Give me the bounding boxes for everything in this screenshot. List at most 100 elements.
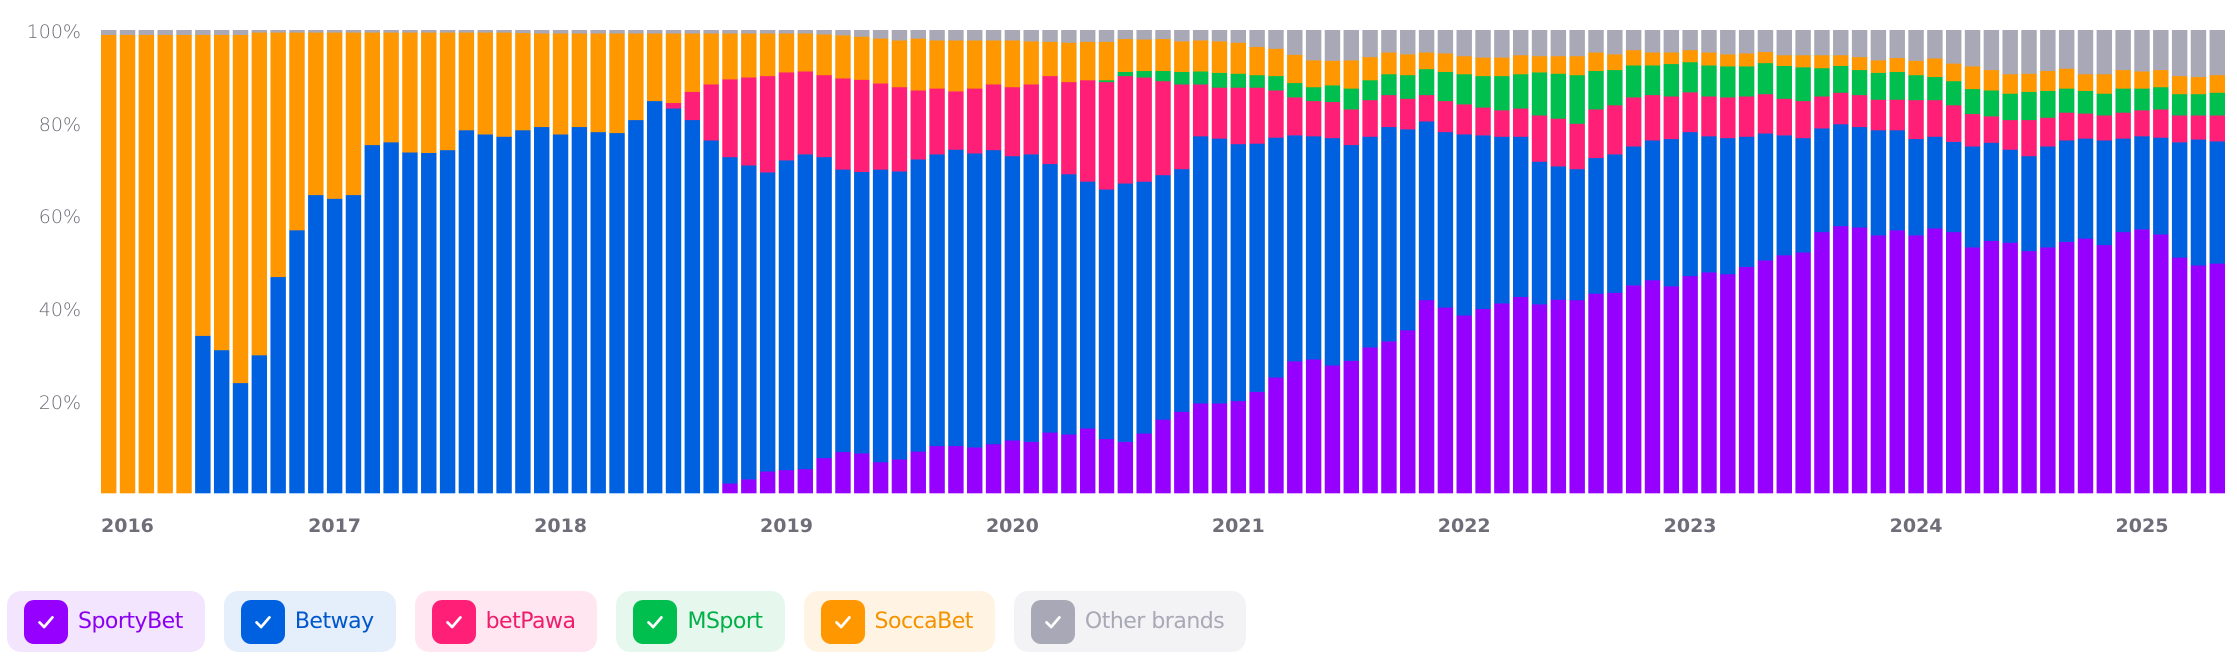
bar-segment-sportybet — [1663, 286, 1680, 494]
checkmark-icon — [647, 615, 664, 628]
bar-segment-betpawa — [1720, 97, 1736, 139]
bar-segment-betway — [552, 134, 569, 494]
bar-segment-soccabet — [1117, 38, 1134, 72]
bar-segment-other-brands — [157, 30, 173, 35]
bar-segment-msport — [1362, 80, 1378, 101]
bar-segment-soccabet — [1625, 49, 1642, 66]
bar-segment-other-brands — [1814, 30, 1830, 56]
bars — [101, 30, 2225, 494]
bar-segment-betway — [326, 198, 343, 494]
bar-segment-msport — [1701, 65, 1717, 97]
bar-segment-betpawa — [1644, 94, 1661, 141]
bar-segment-soccabet — [1192, 40, 1209, 72]
y-tick-label: 20% — [39, 392, 81, 414]
bar-segment-soccabet — [1851, 56, 1868, 71]
bar-segment-other-brands — [439, 30, 456, 33]
bar-segment-betpawa — [1757, 93, 1774, 134]
bar-segment-soccabet — [571, 33, 588, 128]
bar-segment-betway — [1023, 154, 1039, 442]
bar-segment-soccabet — [308, 32, 324, 196]
bar-segment-other-brands — [1117, 30, 1134, 40]
bar-segment-betway — [2096, 140, 2113, 246]
bar-segment-betway — [2153, 137, 2169, 235]
y-tick-label: 100% — [27, 21, 81, 43]
bar-segment-sportybet — [967, 447, 983, 494]
bar-segment-betpawa — [1042, 75, 1058, 165]
x-tick-label: 2024 — [1890, 515, 1943, 537]
bar-segment-other-brands — [910, 30, 926, 39]
legend-toggle-other-brands[interactable]: Other brands — [1013, 591, 1247, 652]
bar-segment-msport — [1475, 75, 1491, 108]
bar-segment-betpawa — [1004, 86, 1021, 157]
checkbox-checked-icon[interactable] — [24, 599, 68, 644]
checkbox-checked-icon[interactable] — [633, 599, 678, 644]
bar-segment-soccabet — [251, 32, 268, 356]
bar-segment-sportybet — [1701, 272, 1717, 494]
checkbox-checked-icon[interactable] — [820, 599, 865, 644]
bar-segment-sportybet — [1983, 240, 2000, 494]
bar-segment-sportybet — [1964, 247, 1981, 494]
bar-segment-other-brands — [1174, 30, 1190, 42]
bar-segment-other-brands — [326, 30, 343, 33]
checkbox-checked-icon[interactable] — [1030, 599, 1075, 644]
bar-segment-betpawa — [2096, 115, 2113, 141]
legend-toggle-sportybet[interactable]: SportyBet — [7, 591, 205, 652]
legend-label: SportyBet — [78, 609, 183, 634]
bar-segment-sportybet — [1456, 315, 1472, 494]
bar-segment-soccabet — [1889, 57, 1905, 72]
bar-segment-betpawa — [1738, 96, 1755, 137]
legend-toggle-soccabet[interactable]: SoccaBet — [803, 591, 995, 652]
bar-segment-sportybet — [1117, 441, 1134, 494]
bar-segment-betway — [967, 153, 983, 448]
bar-segment-soccabet — [1494, 57, 1510, 77]
bar-segment-betpawa — [1211, 87, 1228, 139]
bar-segment-sportybet — [1230, 400, 1247, 494]
bar-segment-betpawa — [910, 90, 926, 160]
bar-segment-betpawa — [2021, 119, 2037, 157]
bar-segment-soccabet — [1343, 60, 1359, 89]
bar-segment-other-brands — [515, 30, 531, 34]
bar-segment-betway — [948, 149, 964, 447]
bar-segment-betpawa — [778, 72, 795, 161]
bar-segment-betpawa — [1833, 92, 1849, 125]
bar-segment-betpawa — [2040, 117, 2056, 147]
bar-segment-sportybet — [910, 451, 926, 494]
bar-segment-betway — [741, 165, 757, 480]
bar-segment-betway — [1061, 173, 1077, 435]
bar-segment-betway — [2134, 136, 2150, 230]
bar-segment-betway — [1964, 146, 1981, 248]
bar-segment-soccabet — [1023, 41, 1039, 85]
bar-segment-other-brands — [534, 30, 550, 34]
bar-segment-soccabet — [929, 40, 945, 89]
bar-segment-betpawa — [1701, 96, 1717, 137]
bar-segment-msport — [1757, 62, 1774, 95]
bar-segment-sportybet — [2040, 247, 2056, 494]
bar-segment-betway — [439, 149, 456, 494]
bar-segment-other-brands — [1418, 30, 1435, 53]
bar-segment-other-brands — [101, 30, 117, 35]
bar-segment-sportybet — [1023, 441, 1039, 494]
bar-segment-msport — [1418, 68, 1435, 96]
bar-segment-soccabet — [515, 32, 531, 131]
legend-toggle-msport[interactable]: MSport — [616, 591, 785, 652]
bar-segment-betway — [251, 355, 268, 494]
y-tick-label: 80% — [39, 114, 81, 136]
bar-segment-soccabet — [2077, 73, 2094, 91]
bar-segment-betway — [1569, 168, 1585, 301]
checkbox-checked-icon[interactable] — [431, 599, 476, 644]
bar-segment-betway — [1682, 131, 1698, 277]
bar-segment-msport — [1983, 90, 2000, 117]
bar-segment-other-brands — [1588, 30, 1604, 53]
bar-segment-msport — [1494, 75, 1510, 111]
legend-toggle-betpawa[interactable]: betPawa — [414, 591, 598, 652]
bar-segment-msport — [1833, 65, 1849, 93]
bar-segment-msport — [1889, 71, 1905, 100]
bar-segment-soccabet — [213, 34, 230, 351]
checkbox-checked-icon[interactable] — [240, 599, 285, 644]
bar-segment-sportybet — [1494, 303, 1510, 494]
bar-segment-other-brands — [816, 30, 832, 35]
legend-toggle-betway[interactable]: Betway — [223, 591, 396, 652]
bar-segment-betway — [628, 119, 644, 494]
bar-segment-other-brands — [552, 30, 569, 34]
bar-segment-sportybet — [1400, 330, 1416, 494]
